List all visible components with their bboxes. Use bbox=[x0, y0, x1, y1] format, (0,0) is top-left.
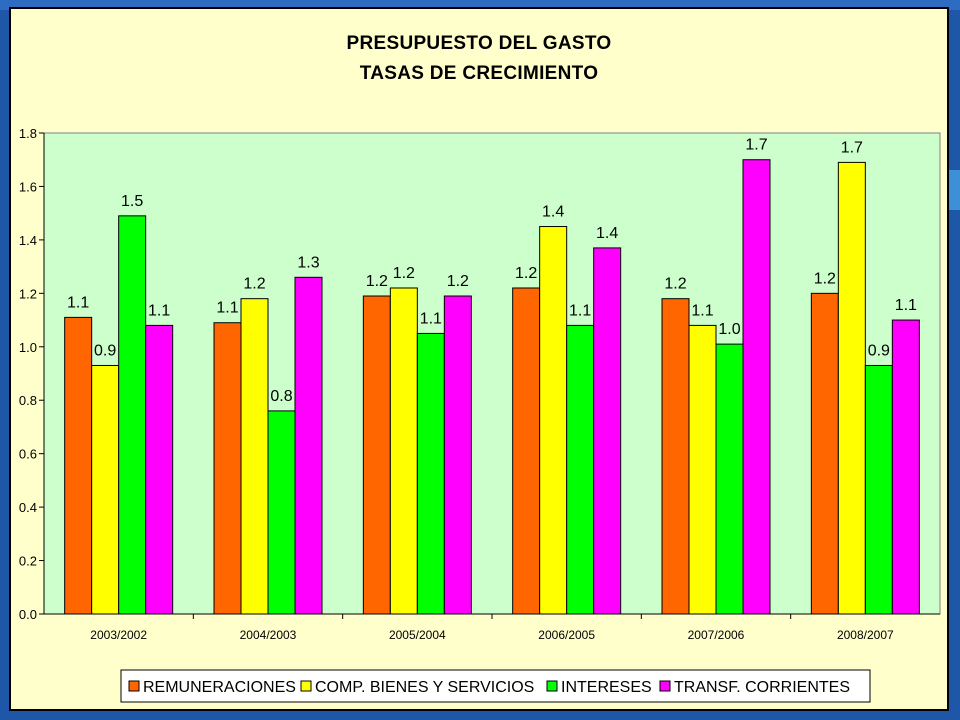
bar bbox=[864, 364, 893, 615]
data-label: 1.2 bbox=[814, 270, 836, 287]
data-label: 1.2 bbox=[366, 273, 388, 290]
category-label: 2006/2005 bbox=[538, 628, 595, 642]
legend-label: REMUNERACIONES bbox=[143, 679, 296, 696]
slide-right-accent bbox=[946, 170, 960, 210]
data-label: 1.4 bbox=[596, 225, 618, 242]
legend: REMUNERACIONES COMP. BIENES Y SERVICIOS IN… bbox=[120, 669, 871, 703]
data-label: 1.2 bbox=[393, 265, 415, 282]
data-label: 0.8 bbox=[270, 388, 292, 405]
data-label: 1.1 bbox=[569, 302, 591, 319]
bar bbox=[389, 287, 418, 615]
bar bbox=[891, 319, 920, 615]
data-label: 1.1 bbox=[895, 297, 917, 314]
data-label: 1.2 bbox=[447, 273, 469, 290]
y-tick-label: 0.4 bbox=[19, 500, 37, 515]
category-label: 2007/2006 bbox=[688, 628, 745, 642]
legend-label: INTERESES bbox=[561, 679, 652, 696]
slide-top-stripe bbox=[0, 0, 960, 10]
category-label: 2004/2003 bbox=[240, 628, 297, 642]
bar bbox=[715, 343, 744, 615]
y-tick-label: 0.8 bbox=[19, 393, 37, 408]
data-label: 1.2 bbox=[664, 276, 686, 293]
bar bbox=[593, 247, 622, 615]
legend-label: COMP. BIENES Y SERVICIOS bbox=[315, 679, 534, 696]
data-label: 1.2 bbox=[515, 265, 537, 282]
data-label: 1.1 bbox=[216, 300, 238, 317]
y-tick-label: 1.0 bbox=[19, 340, 37, 355]
y-tick-label: 1.2 bbox=[19, 286, 37, 301]
bar bbox=[512, 287, 541, 615]
y-tick-label: 0.0 bbox=[19, 607, 37, 622]
category-label: 2003/2002 bbox=[90, 628, 147, 642]
y-tick-label: 1.6 bbox=[19, 179, 37, 194]
y-tick-label: 1.8 bbox=[19, 126, 37, 141]
bar bbox=[539, 226, 568, 615]
bar bbox=[64, 316, 93, 615]
y-tick-label: 0.2 bbox=[19, 554, 37, 569]
bar bbox=[566, 324, 595, 615]
chart-title-line1: PRESUPUESTO DEL GASTO bbox=[346, 33, 612, 54]
bar bbox=[294, 276, 323, 615]
bar bbox=[145, 324, 174, 615]
legend-swatch bbox=[128, 680, 140, 692]
legend-swatch bbox=[546, 680, 558, 692]
legend-swatch bbox=[300, 680, 312, 692]
bar bbox=[661, 298, 690, 615]
bar bbox=[443, 295, 472, 615]
data-label: 1.7 bbox=[745, 137, 767, 154]
bar bbox=[240, 298, 269, 615]
data-label: 1.2 bbox=[243, 276, 265, 293]
data-label: 1.5 bbox=[121, 193, 143, 210]
data-label: 1.1 bbox=[148, 302, 170, 319]
bar bbox=[810, 292, 839, 615]
bar bbox=[213, 322, 242, 615]
data-label: 1.4 bbox=[542, 204, 564, 221]
y-tick-label: 0.6 bbox=[19, 447, 37, 462]
y-tick-label: 1.4 bbox=[19, 233, 37, 248]
data-label: 1.1 bbox=[420, 310, 442, 327]
plot-background bbox=[43, 132, 941, 615]
data-label: 1.0 bbox=[718, 321, 740, 338]
legend-swatch bbox=[659, 680, 671, 692]
category-label: 2008/2007 bbox=[837, 628, 894, 642]
data-label: 0.9 bbox=[868, 342, 890, 359]
bar bbox=[118, 215, 147, 615]
bar bbox=[91, 364, 120, 615]
chart-title-line2: TASAS DE CRECIMIENTO bbox=[359, 63, 599, 84]
data-label: 1.3 bbox=[297, 254, 319, 271]
bar bbox=[837, 161, 866, 615]
bar bbox=[362, 295, 391, 615]
bar bbox=[267, 410, 296, 615]
bar bbox=[688, 324, 717, 615]
legend-label: TRANSF. CORRIENTES bbox=[674, 679, 850, 696]
legend-box bbox=[120, 669, 871, 703]
bar bbox=[742, 159, 771, 615]
bar bbox=[416, 332, 445, 615]
data-label: 1.1 bbox=[691, 302, 713, 319]
data-label: 1.1 bbox=[67, 294, 89, 311]
data-label: 1.7 bbox=[841, 139, 863, 156]
data-label: 0.9 bbox=[94, 342, 116, 359]
plot-area: 0.0 0.2 0.4 0.6 0.8 1.0 1.2 1.4 1.6 1.8 1.1 0.9 1.5 1… bbox=[19, 126, 941, 642]
category-label: 2005/2004 bbox=[389, 628, 446, 642]
